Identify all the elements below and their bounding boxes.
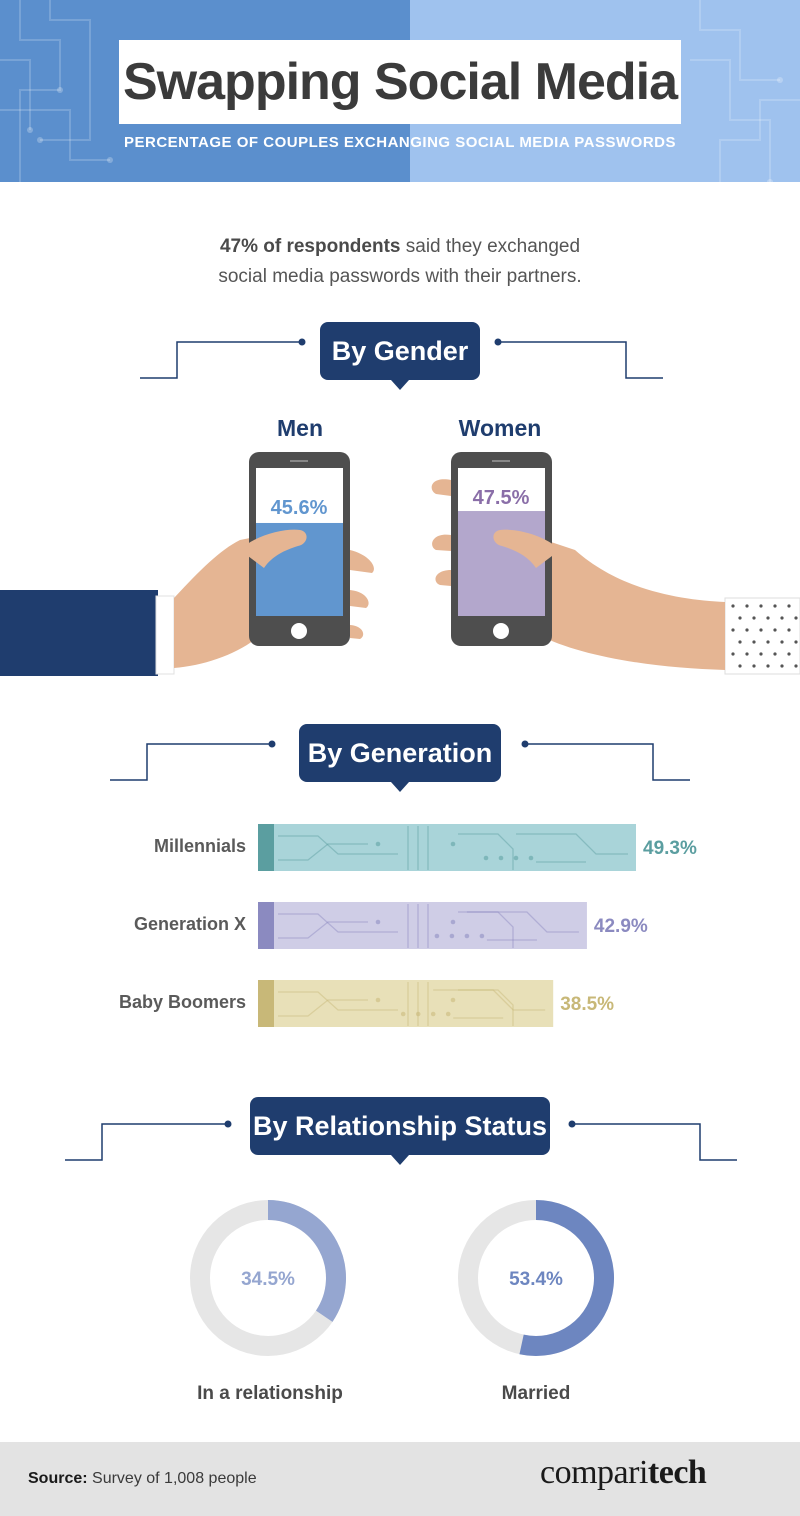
donut-relationship: 34.5% [190,1200,346,1356]
section-pill-gender: By Gender [320,322,480,380]
relationship-donut-chart: 34.5% 53.4% [190,1200,615,1356]
women-value-label: 47.5% [473,487,530,509]
women-fill-bar [458,511,545,616]
women-hand [530,540,725,670]
men-home-button [291,623,307,639]
donut-value-married: 53.4% [509,1269,563,1290]
page-title: Swapping Social Media [123,53,678,111]
women-speaker [492,460,510,462]
circuit-pattern [0,0,800,182]
title-box: Swapping Social Media [119,40,681,124]
gen-value-millennials: 49.3% [643,838,697,859]
gen-bar-fill-genx [258,902,587,949]
gen-bar-accent-genx [258,902,274,949]
section-pill-generation: By Generation [299,724,501,782]
brand-regular: compari [540,1454,648,1491]
women-home-button [493,623,509,639]
women-fingers [431,479,451,586]
gender-connector-lines [140,338,663,379]
men-cuff [155,595,175,675]
intro-highlight: 47% of respondents [219,236,401,257]
men-sleeve [0,590,158,676]
brand-bold: tech [647,1454,707,1491]
donut-label-married: Married [501,1383,571,1404]
page-subtitle: PERCENTAGE OF COUPLES EXCHANGING SOCIAL … [124,134,676,151]
pill-arrow [391,380,409,390]
gen-bar-fill-millennials [258,824,636,871]
men-thumb [240,529,307,568]
gen-bar-pattern-boomers [278,982,546,1026]
gen-bar-genx [258,902,587,949]
gen-label-millennials: Millennials [153,836,246,856]
gender-phones-chart: 45.6% 47.5% [0,452,800,676]
women-thumb [493,529,560,568]
men-fingers [350,550,374,639]
donut-label-relationship: In a relationship [197,1383,343,1404]
section-pill-relationship: By Relationship Status [250,1097,550,1155]
gen-value-genx: 42.9% [594,916,648,937]
men-value-label: 45.6% [271,497,328,519]
gen-bar-fill-boomers [258,980,554,1027]
pill-arrow [391,1155,409,1165]
men-label: Men [277,415,323,441]
header-banner: Swapping Social Media PERCENTAGE OF COUP… [0,0,800,182]
gen-bar-pattern-millennials [278,826,628,870]
women-label: Women [458,415,542,441]
gen-value-boomers: 38.5% [560,994,614,1015]
men-speaker [290,460,308,462]
generation-connector-lines [110,740,690,781]
gen-bar-accent-boomers [258,980,274,1027]
footer-bar [0,1442,800,1516]
donut-arc-married [519,1200,615,1356]
relationship-connector-lines [65,1120,737,1161]
gen-bar-boomers [258,980,554,1027]
intro-text: 47% of respondents said they exchanged s… [150,232,650,292]
gen-bar-accent-millennials [258,824,274,871]
gen-label-genx: Generation X [133,914,246,934]
gen-bar-pattern-genx [278,904,579,948]
comparitech-logo: comparitech [540,1454,707,1492]
gen-bar-millennials [258,824,636,871]
donut-married: 53.4% [458,1200,615,1356]
donut-arc-relationship [267,1200,346,1322]
gen-label-boomers: Baby Boomers [118,992,246,1012]
women-sleeve [724,597,800,675]
men-hand [174,535,270,668]
pill-arrow [391,782,409,792]
women-sleeve-dots [731,604,798,668]
intro-line1: said they exchanged [400,236,581,257]
source-label: Source: [28,1470,88,1487]
source-note: Source: Survey of 1,008 people [28,1470,257,1488]
intro-line2: social media passwords with their partne… [218,266,582,287]
donut-value-relationship: 34.5% [241,1269,295,1290]
generation-bar-chart: 49.3% 42.9% 38.5% [258,824,697,1027]
source-text: Survey of 1,008 people [87,1470,257,1487]
